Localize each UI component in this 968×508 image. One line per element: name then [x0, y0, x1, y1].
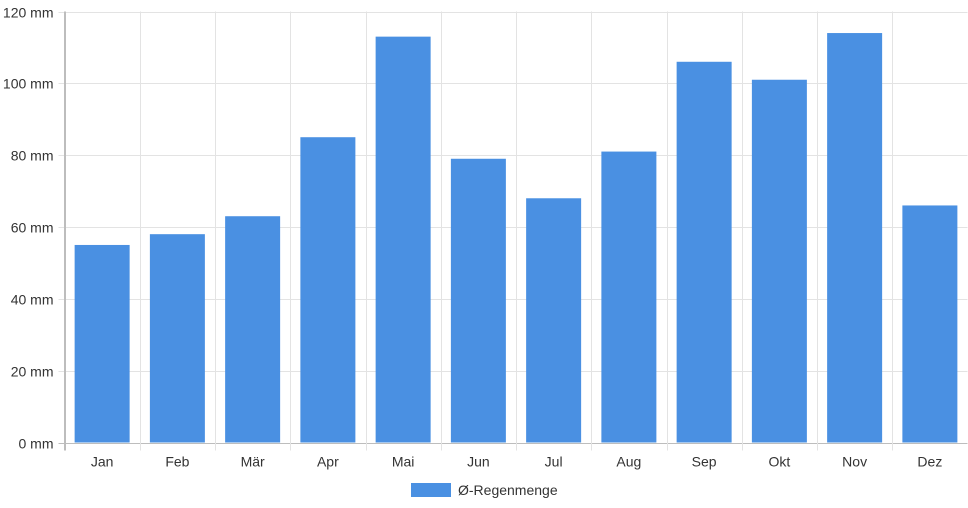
- x-tick-label: Okt: [768, 454, 790, 470]
- x-tick-label: Feb: [165, 454, 189, 470]
- y-tick-label: 0 mm: [19, 436, 54, 452]
- y-tick-label: 100 mm: [3, 76, 54, 92]
- bar-apr[interactable]: [300, 137, 356, 443]
- x-tick-label: Nov: [842, 454, 867, 470]
- x-tick-label: Mär: [241, 454, 265, 470]
- x-tick-label: Apr: [317, 454, 339, 470]
- bar-nov[interactable]: [827, 33, 883, 443]
- x-tick-label: Sep: [692, 454, 717, 470]
- y-tick-label: 80 mm: [11, 148, 54, 164]
- x-tick-label: Jan: [91, 454, 114, 470]
- x-tick-label: Jun: [467, 454, 490, 470]
- legend: Ø-Regenmenge: [411, 482, 558, 498]
- x-tick-label: Aug: [616, 454, 641, 470]
- bar-dez[interactable]: [902, 205, 958, 443]
- bar-mär[interactable]: [225, 216, 281, 443]
- y-tick-label: 60 mm: [11, 220, 54, 236]
- bar-series: [74, 33, 958, 443]
- bar-mai[interactable]: [375, 36, 431, 443]
- x-axis-tick-labels: Jan Feb Mär Apr Mai Jun Jul Aug Sep Okt Nov Dez: [91, 454, 942, 470]
- x-tick-label: Dez: [917, 454, 942, 470]
- bar-aug[interactable]: [601, 151, 657, 443]
- bar-sep[interactable]: [676, 61, 732, 443]
- y-tick-label: 40 mm: [11, 292, 54, 308]
- y-tick-label: 120 mm: [3, 5, 54, 21]
- y-tick-label: 20 mm: [11, 364, 54, 380]
- bar-jan[interactable]: [74, 244, 130, 443]
- y-axis-tick-labels: 0 mm 20 mm 40 mm 60 mm 80 mm 100 mm 120 mm: [3, 5, 54, 452]
- bar-okt[interactable]: [751, 79, 807, 443]
- legend-label: Ø-Regenmenge: [458, 482, 558, 498]
- bar-jul[interactable]: [526, 198, 582, 443]
- bar-jun[interactable]: [450, 158, 506, 443]
- bar-feb[interactable]: [149, 234, 205, 443]
- x-tick-label: Mai: [392, 454, 415, 470]
- x-tick-label: Jul: [545, 454, 563, 470]
- legend-swatch: [411, 483, 451, 497]
- grid-lines: [58, 11, 968, 451]
